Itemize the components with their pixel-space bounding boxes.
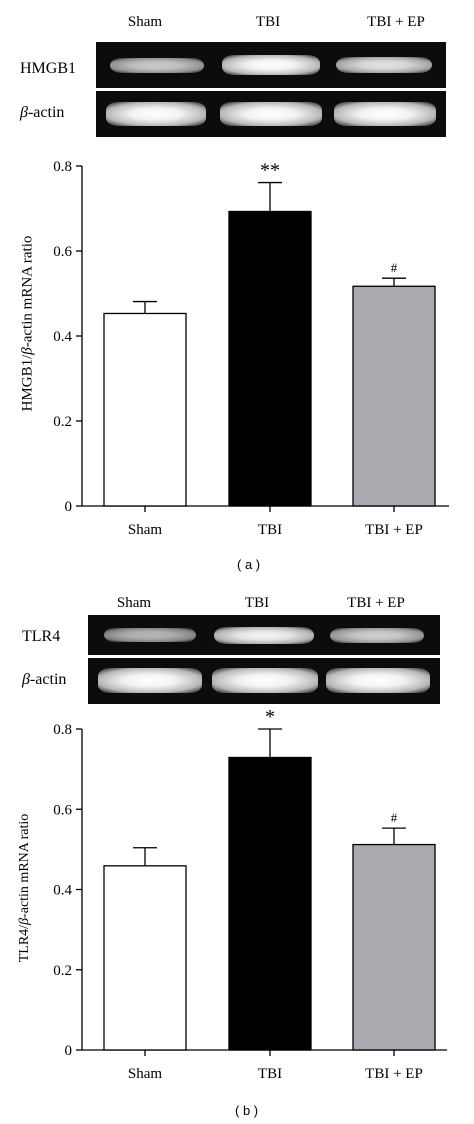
y-tick-label: 0.2 [53,963,72,979]
gel-lane-label: Sham [127,14,163,30]
gel-band [336,57,432,73]
bar-chart-b: 0 0.2 0.4 0.6 0.8 Sham TBI * TBI + EP # [53,706,447,1082]
gel-lane-label: TBI + EP [367,14,425,30]
gel-band [214,627,314,644]
y-tick-label: 0 [65,499,73,515]
gel-blot-tlr4 [88,615,440,655]
y-tick-label: 0.6 [53,244,72,260]
gel-row-label: β-actin [22,671,67,688]
gel-row-label: β-actin [20,104,65,121]
y-tick-label: 0.2 [53,414,72,430]
gel-lane-label: TBI [255,14,281,30]
bar-chart-a: 0 0.2 0.4 0.6 0.8 Sham TBI ** TBI + EP # [53,159,449,538]
gel-lane-label: TBI [244,595,270,611]
figure-caption: ( b ) [235,1103,259,1118]
beta-symbol: β [22,671,30,688]
significance-mark: * [265,706,275,728]
x-tick-label: TBI + EP [365,1066,423,1082]
bar [228,210,312,507]
gel-band [106,102,206,126]
gel-row-label: HMGB1 [20,60,77,77]
x-tick-label: TBI [258,1066,282,1082]
bar [228,756,312,1051]
x-tick-label: Sham [128,1066,163,1082]
figure-caption: ( a ) [237,557,261,572]
x-tick-label: Sham [128,522,163,538]
gel-row-label: TLR4 [22,628,61,645]
gel-band [98,668,202,693]
gel-lane-label: TBI + EP [347,595,405,611]
gel-band [334,102,436,126]
bar [103,312,187,507]
bar [103,865,187,1051]
y-tick-label: 0 [65,1043,73,1059]
bar [352,843,436,1051]
gel-band [104,628,196,642]
panel-a: Sham TBI TBI + EP HMGB1 β-actin HMGB1/β-… [20,14,449,572]
gel-band [330,628,424,643]
gel-lane-label: Sham [116,595,152,611]
significance-mark: # [391,260,398,275]
gel-blot-hmgb1 [96,42,446,88]
gel-band [212,668,318,693]
y-tick-label: 0.4 [53,883,72,899]
gel-blot-beta-actin [88,658,440,704]
y-tick-label: 0.4 [53,329,72,345]
beta-symbol: β [20,104,28,121]
gel-band [326,668,430,693]
x-tick-label: TBI + EP [365,522,423,538]
y-tick-label: 0.8 [53,722,72,738]
gel-band [110,58,204,73]
gel-band [220,102,322,126]
bar [352,285,436,507]
significance-mark: ** [260,160,280,182]
gel-band [222,55,320,75]
x-tick-label: TBI [258,522,282,538]
y-tick-label: 0.6 [53,802,72,818]
significance-mark: # [391,810,398,825]
gel-blot-beta-actin [96,91,446,137]
y-tick-label: 0.8 [53,159,72,175]
panel-b: Sham TBI TBI + EP TLR4 β-actin TLR4/β-ac… [0,585,474,1124]
